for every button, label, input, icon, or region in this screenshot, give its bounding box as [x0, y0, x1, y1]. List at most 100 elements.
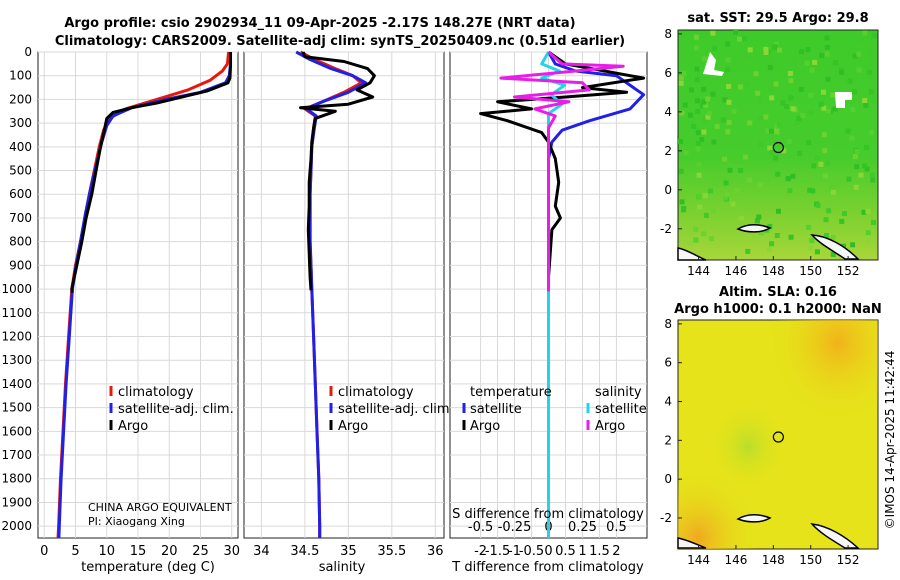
float-position-marker — [772, 141, 784, 154]
sst-pixel — [767, 65, 773, 71]
sst-pixel — [691, 123, 697, 129]
salinity-axes — [243, 51, 445, 539]
depth-tick-label: 1900 — [1, 495, 32, 509]
sst-pixel — [683, 150, 689, 156]
sst-pixel — [871, 33, 877, 39]
sla-title-line-1: Altim. SLA: 0.16 — [719, 285, 837, 300]
lat-tick-label: 0 — [664, 472, 672, 486]
sst-pixel — [767, 223, 773, 229]
sst-pixel — [798, 87, 804, 92]
sst-pixel — [829, 185, 835, 191]
sst-pixel — [839, 70, 845, 75]
sst-pixel — [753, 71, 759, 77]
sst-pixel — [696, 162, 702, 168]
series-line-salinity-argo — [499, 50, 625, 292]
x2-tick-label: 0.25 — [568, 520, 597, 535]
sst-lat-axis: 8 6 4 2 0 -2 — [660, 27, 682, 236]
legend-sat: satellite-adj. clim. — [338, 402, 454, 417]
lon-tick-label: 150 — [799, 264, 822, 278]
sst-pixel — [791, 59, 797, 65]
sst-pixel — [845, 128, 851, 134]
depth-tick-label: 400 — [9, 140, 32, 154]
sst-pixel — [733, 30, 739, 35]
sst-pixel — [744, 81, 750, 87]
sst-pixel — [797, 151, 803, 156]
sst-pixel — [825, 76, 831, 82]
sst-pixel — [757, 93, 763, 99]
sst-pixel — [808, 110, 814, 115]
sst-pixel — [823, 173, 828, 179]
sst-pixel — [850, 107, 856, 113]
sst-pixel — [726, 83, 732, 89]
sst-pixel — [737, 84, 743, 90]
sst-pixel — [706, 110, 712, 116]
sst-map: sat. SST: 29.5 Argo: 29.8 144 146 148 150 15… — [660, 11, 879, 278]
sst-pixel — [756, 214, 762, 220]
sst-lon-axis: 144 146 148 150 152 — [687, 256, 860, 278]
sst-pixel — [681, 70, 687, 76]
sst-pixel — [815, 202, 821, 208]
x-tick-label: 36 — [427, 544, 444, 559]
sst-pixel — [847, 78, 853, 84]
sst-pixel — [708, 188, 713, 194]
sst-pixel — [695, 98, 701, 104]
sst-float-marker — [772, 141, 784, 154]
depth-tick-label: 1500 — [1, 401, 32, 415]
sst-pixel — [832, 106, 838, 112]
sst-pixel — [703, 102, 709, 108]
lat-tick-label: 0 — [664, 183, 672, 197]
temperature-xlabel: temperature (deg C) — [81, 560, 215, 575]
sst-pixel — [821, 105, 827, 111]
sla-coastline-island — [736, 514, 772, 523]
sst-pixel — [769, 241, 775, 247]
sst-pixel — [702, 193, 708, 199]
sst-map-title: sat. SST: 29.5 Argo: 29.8 — [687, 11, 868, 26]
difference-xlabel: T difference from climatology — [451, 560, 644, 575]
x-tick-label: 2 — [612, 544, 620, 559]
sst-pixel — [769, 128, 774, 134]
sst-pixel — [775, 171, 781, 177]
sst-pixel — [862, 98, 868, 103]
sst-pixel — [695, 130, 701, 136]
sst-pixel — [787, 188, 793, 194]
legend-header-sal: salinity — [595, 385, 642, 400]
sst-pixel — [774, 123, 780, 129]
legend-temp-argo: Argo — [470, 419, 500, 434]
sst-pixel — [785, 176, 791, 182]
sst-pixel — [866, 48, 872, 54]
lon-tick-label: 148 — [762, 264, 785, 278]
sst-pixel — [725, 67, 731, 73]
sst-pixel — [833, 60, 839, 66]
sst-pixel — [808, 245, 814, 251]
sst-pixel — [739, 215, 744, 221]
sst-pixel — [769, 95, 775, 101]
sst-pixel — [773, 155, 779, 161]
lat-tick-label: 6 — [664, 66, 672, 80]
sst-pixel — [723, 180, 729, 186]
sst-pixel — [763, 114, 769, 120]
sst-pixel — [864, 145, 870, 151]
legend-sal-argo: Argo — [595, 419, 625, 434]
sst-pixel — [826, 108, 832, 114]
legend-sat: satellite-adj. clim. — [118, 402, 234, 417]
sst-pixel — [863, 102, 869, 108]
sst-pixel — [862, 163, 868, 169]
sla-lat-axis: 8 6 4 2 0 -2 — [660, 317, 682, 525]
sst-pixel — [814, 249, 820, 255]
sst-pixel — [699, 137, 705, 143]
sst-pixel — [746, 177, 752, 183]
annotation-line-1: CHINA ARGO EQUIVALENT — [88, 501, 232, 514]
sst-pixel — [858, 172, 864, 178]
legend-argo: Argo — [118, 419, 148, 434]
x2-tick-label: 0.5 — [606, 520, 627, 535]
sst-pixel — [688, 112, 693, 118]
sst-pixel — [808, 92, 814, 98]
sst-pixel — [730, 201, 736, 207]
difference-legend: temperature salinity satellite Argo sate… — [462, 385, 647, 434]
legend-header-temp: temperature — [470, 385, 552, 400]
sst-pixel — [784, 104, 790, 109]
sst-pixel — [702, 117, 707, 123]
sst-pixel — [731, 109, 737, 114]
salinity-legend: climatology satellite-adj. clim. Argo — [329, 385, 454, 434]
sst-pixel — [768, 86, 774, 92]
